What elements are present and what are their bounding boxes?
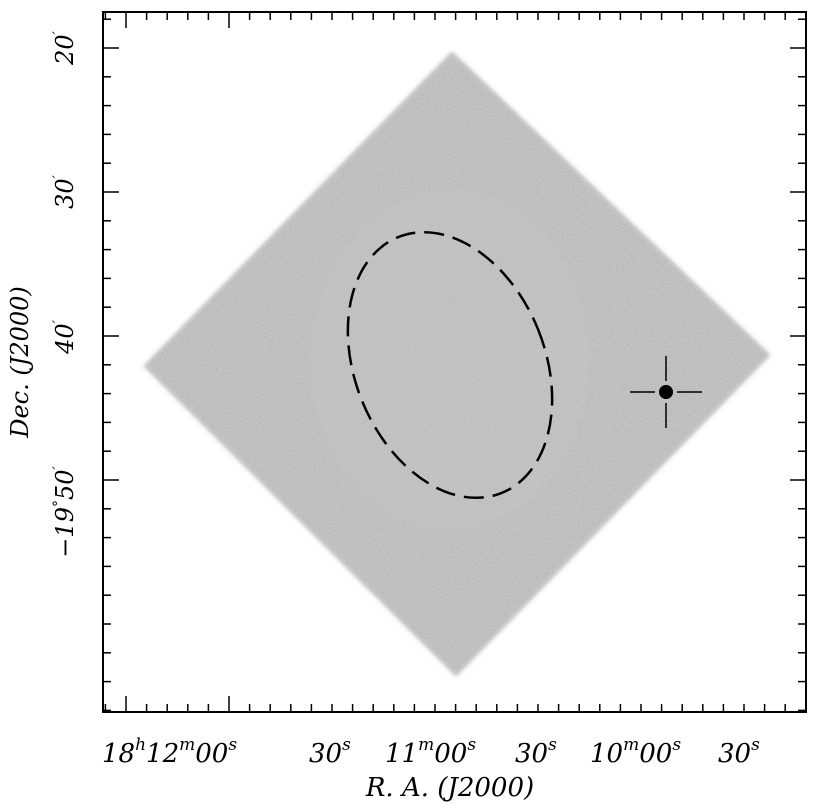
source-marker [630,356,702,428]
exposure-image [144,52,770,676]
x-tick-label-30s-c: 30s [718,735,760,769]
x-tick-label-18h12m00s: 18h12m00s [102,735,237,769]
x-tick-label-11m00s: 11m00s [385,735,476,769]
x-tick-label-30s-b: 30s [515,735,557,769]
y-tick-label-40: 40′ [51,319,79,355]
plot-frame [102,11,807,713]
y-tick-labels: 20′ 30′ 40′ −19°50′ [51,30,79,557]
y-tick-label-30: 30′ [51,174,79,209]
axis-ticks [103,12,807,712]
y-axis-label: Dec. (J2000) [6,286,34,439]
x-axis-label: R. A. (J2000) [365,773,534,803]
region-ellipse [346,230,554,500]
y-tick-label-minus19-50: −19°50′ [51,465,79,557]
x-tick-label-30s-a: 30s [309,735,351,769]
source-dot [659,385,673,399]
x-tick-label-10m00s: 10m00s [590,735,681,769]
x-tick-labels: 18h12m00s 30s 11m00s 30s 10m00s 30s [102,735,760,769]
y-tick-label-20: 20′ [51,30,79,66]
